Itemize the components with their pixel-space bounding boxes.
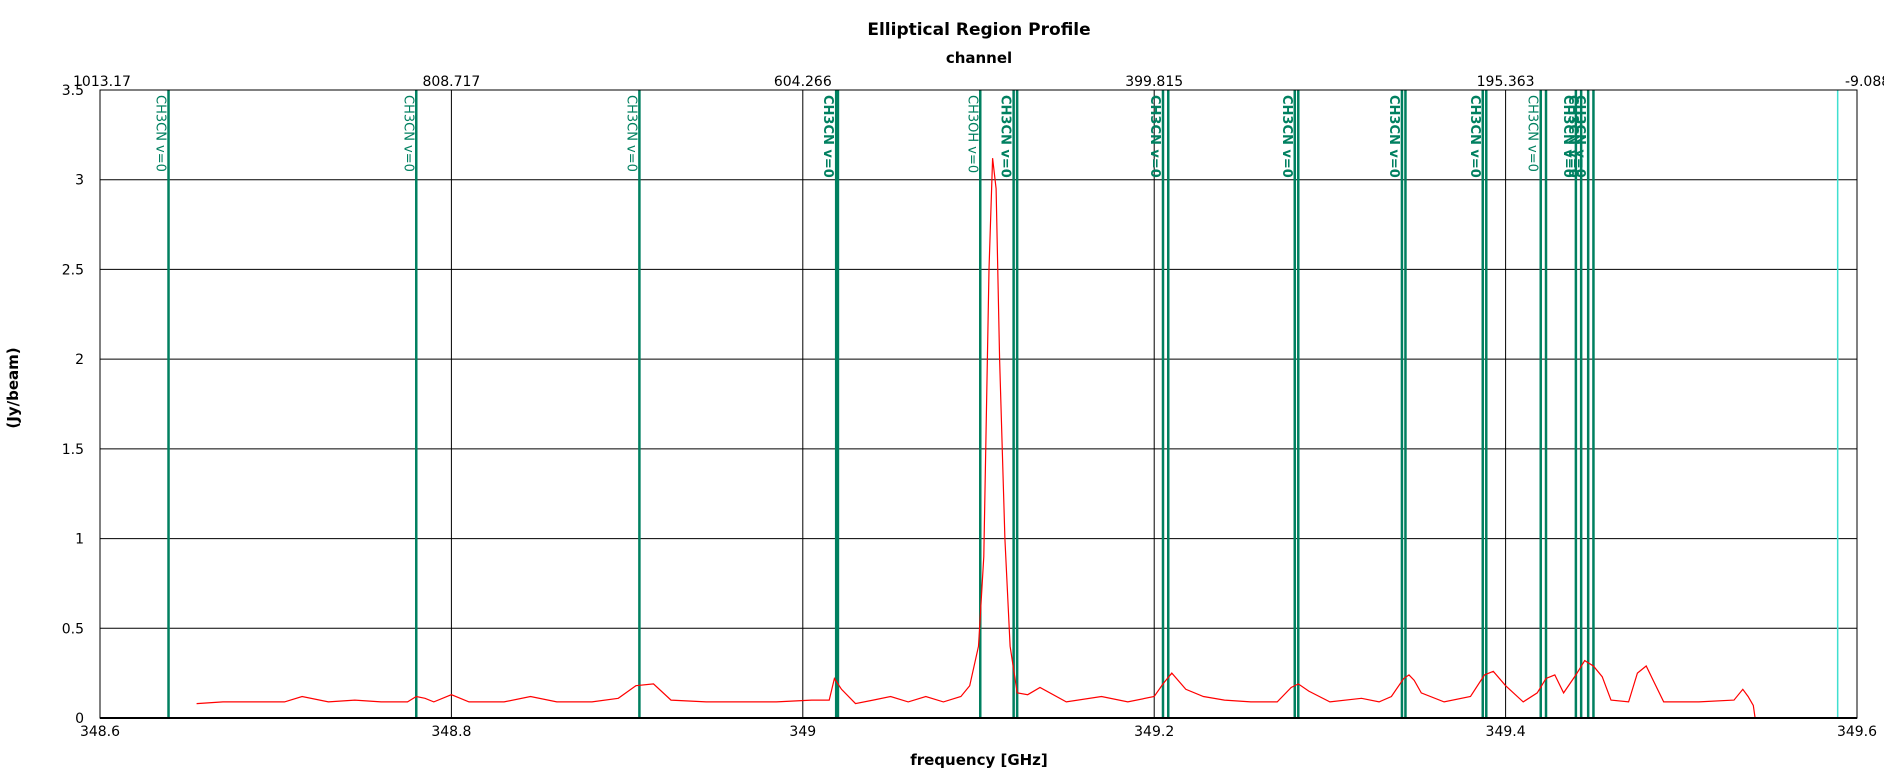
spectral-line-label: CH3CN v=0 [623, 95, 638, 172]
x-tick-label: 349 [789, 724, 816, 740]
x-axis-label: frequency [GHz] [910, 751, 1048, 769]
spectral-line-markers: CH3CN v=0 CH3CN v=0 CH3CN v=0 CH3CN v=0 CH3O… [153, 90, 1839, 718]
spectral-line-label: CH3CN v=0 [1525, 95, 1540, 172]
y-axis-label: (Jy/beam) [4, 347, 22, 428]
y-tick-label: 2 [75, 352, 84, 368]
spectral-line-label: CH3CN v=0 [1279, 95, 1294, 178]
y-tick-label: 2.5 [62, 262, 84, 278]
spectral-line-label: CH3CN v=0 [1572, 95, 1587, 178]
top-tick-label: 604.266 [774, 74, 832, 90]
x-tick-label: 348.8 [431, 724, 471, 740]
top-tick-label: 808.717 [422, 74, 480, 90]
top-tick-label: 1013.17 [73, 74, 131, 90]
x-tick-label: 348.6 [80, 724, 120, 740]
y-tick-label: 0 [75, 711, 84, 727]
spectral-line-label: CH3CN v=0 [1386, 95, 1401, 178]
spectrum-line [196, 158, 1756, 719]
y-tick-label: 3.5 [62, 83, 84, 99]
top-axis-label: channel [946, 49, 1012, 67]
spectral-line-label: CH3OH v=0 [964, 95, 979, 173]
top-tick-label: -9.08823 [1845, 74, 1884, 90]
top-tick-label: 195.363 [1477, 74, 1535, 90]
x-tick-label: 349.2 [1134, 724, 1174, 740]
y-tick-label: 1 [75, 532, 84, 548]
spectral-line-label: CH3CN v=0 [400, 95, 415, 172]
y-tick-label: 0.5 [62, 621, 84, 637]
top-tick-label: 399.815 [1125, 74, 1183, 90]
x-tick-label: 349.4 [1486, 724, 1526, 740]
y-tick-label: 3 [75, 173, 84, 189]
spectral-line-label: CH3CN v=0 [1147, 95, 1162, 178]
spectral-line-label: CH3CN v=0 [998, 95, 1013, 178]
spectral-line-label: CH3CN v=0 [820, 95, 835, 178]
spectral-line-label: CH3CN v=0 [1560, 95, 1575, 178]
spectral-line-label: CH3CN v=0 [153, 95, 168, 172]
spectrum-series [196, 158, 1756, 719]
chart-title: Elliptical Region Profile [867, 20, 1090, 40]
x-tick-label: 349.6 [1837, 724, 1877, 740]
y-tick-label: 1.5 [62, 442, 84, 458]
axes: 0 0.5 1 1.5 2 2.5 3 3.5 348.6 348.8 349 349.2 349.4 3… [62, 74, 1884, 740]
spectral-line-label: CH3CN v=0 [1467, 95, 1482, 178]
spectral-line-label: CH3CN v=0 [1565, 95, 1580, 178]
